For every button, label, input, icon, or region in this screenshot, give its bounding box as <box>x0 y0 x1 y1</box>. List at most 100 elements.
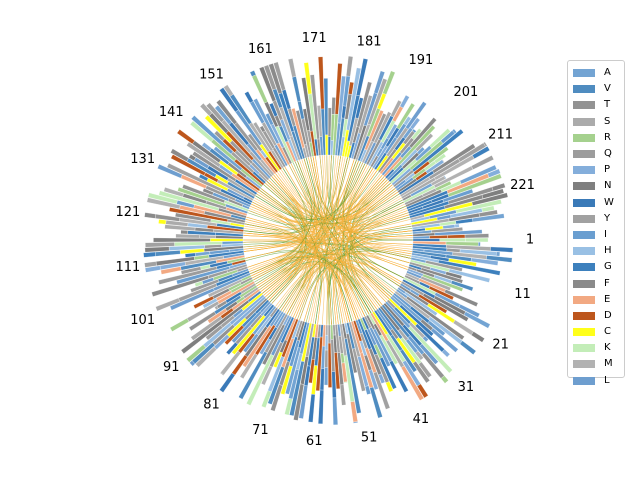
residue-bar-segment <box>471 155 495 170</box>
residue-bar-segment <box>261 390 272 408</box>
residue-bar-segment <box>435 180 452 192</box>
link <box>349 179 390 300</box>
legend-label: D <box>604 309 612 321</box>
residue-bar-segment <box>346 333 358 374</box>
legend-label: T <box>604 99 611 111</box>
position-tick-label: 41 <box>413 412 430 427</box>
legend-label: V <box>604 83 611 95</box>
legend-entry: L <box>573 373 619 389</box>
position-tick-label: 81 <box>203 398 220 413</box>
residue-bar-segment <box>219 372 225 376</box>
link <box>250 176 305 277</box>
residue-bar-segment <box>452 128 457 134</box>
residue-bar-segment <box>481 205 495 213</box>
link <box>268 157 318 301</box>
residue-bar-segment <box>356 58 369 97</box>
legend-label: E <box>604 293 611 305</box>
residue-bar-segment <box>432 143 476 174</box>
residue-bar-segment <box>325 324 329 336</box>
residue-bar-segment <box>194 280 204 287</box>
residue-bar-segment <box>180 229 188 235</box>
residue-bar-segment <box>291 107 305 149</box>
link <box>312 156 328 326</box>
residue-bar-segment <box>447 234 466 239</box>
residue-bar-segment <box>308 394 316 423</box>
residue-bar-segment <box>429 235 448 239</box>
residue-bar-segment <box>448 268 491 283</box>
residue-bar-segment <box>143 251 156 258</box>
residue-bar-segment <box>166 163 222 192</box>
residue-bar-segment <box>431 227 463 233</box>
residue-bar-segment <box>472 213 505 223</box>
residue-bar-segment <box>302 108 310 131</box>
residue-bar-segment <box>420 276 452 291</box>
link <box>328 228 413 326</box>
residue-bar-segment <box>463 311 491 329</box>
residue-bar-segment <box>174 212 212 223</box>
residue-bar-segment <box>346 55 354 77</box>
link <box>280 169 396 219</box>
legend-entry: S <box>573 114 619 130</box>
residue-bar-segment <box>191 115 234 155</box>
link <box>310 156 410 264</box>
link <box>275 264 378 310</box>
residue-bar-segment <box>190 279 220 293</box>
legend-label: M <box>604 358 613 370</box>
residue-bar-segment <box>448 258 477 267</box>
link <box>242 184 393 243</box>
legend-entry: C <box>573 324 619 340</box>
residue-bar-segment <box>440 375 449 384</box>
residue-bar-segment <box>459 164 497 185</box>
residue-bar-segment <box>481 188 505 199</box>
position-tick-label: 211 <box>488 128 513 143</box>
link-layer <box>242 154 414 326</box>
residue-bar-segment <box>429 128 451 149</box>
residue-bar-segment <box>399 304 434 337</box>
residue-bar-segment <box>487 168 501 178</box>
residue-bar-segment <box>370 113 387 143</box>
residue-bar-segment <box>403 116 412 126</box>
legend-swatch <box>573 198 595 207</box>
legend-swatch <box>573 344 595 353</box>
legend-entry: R <box>573 130 619 146</box>
residue-bar-segment <box>192 151 237 182</box>
link <box>278 170 413 235</box>
residue-bar-segment <box>412 128 417 134</box>
residue-bar-segment <box>242 325 272 368</box>
residue-bar-segment <box>147 192 178 205</box>
residue-bar-segment <box>470 257 499 266</box>
residue-bar-segment <box>399 349 418 373</box>
residue-bar-segment <box>303 62 312 95</box>
residue-bar-segment <box>177 187 227 207</box>
residue-bar-segment <box>182 184 226 204</box>
residue-bar-segment <box>273 61 286 91</box>
residue-bar-segment <box>155 297 181 312</box>
legend-swatch <box>573 247 595 256</box>
residue-bar-segment <box>369 327 391 367</box>
residue-bar-segment <box>327 107 332 137</box>
residue-bar-segment <box>291 76 302 103</box>
legend-label: H <box>604 245 612 257</box>
residue-bar-segment <box>219 372 236 393</box>
residue-bar-segment <box>219 87 239 113</box>
residue-bar-segment <box>273 351 283 368</box>
legend-swatch <box>573 101 595 110</box>
residue-bar-segment <box>184 252 196 258</box>
position-tick-label: 91 <box>163 360 180 375</box>
link <box>341 167 374 320</box>
residue-bar-segment <box>445 271 463 280</box>
legend-entry: G <box>573 259 619 275</box>
residue-bar-segment <box>327 342 332 388</box>
residue-bar-segment <box>343 381 348 384</box>
link <box>305 161 362 323</box>
residue-bar-segment <box>337 75 346 124</box>
residue-bar-segment <box>327 324 331 344</box>
legend-swatch <box>573 360 595 369</box>
residue-bar-segment <box>293 383 305 421</box>
legend-label: P <box>604 164 611 176</box>
link <box>243 232 388 301</box>
residue-bar-segment <box>399 94 410 109</box>
residue-bar-segment <box>442 188 474 203</box>
legend-label: L <box>604 374 610 386</box>
residue-bar-segment <box>289 360 305 417</box>
